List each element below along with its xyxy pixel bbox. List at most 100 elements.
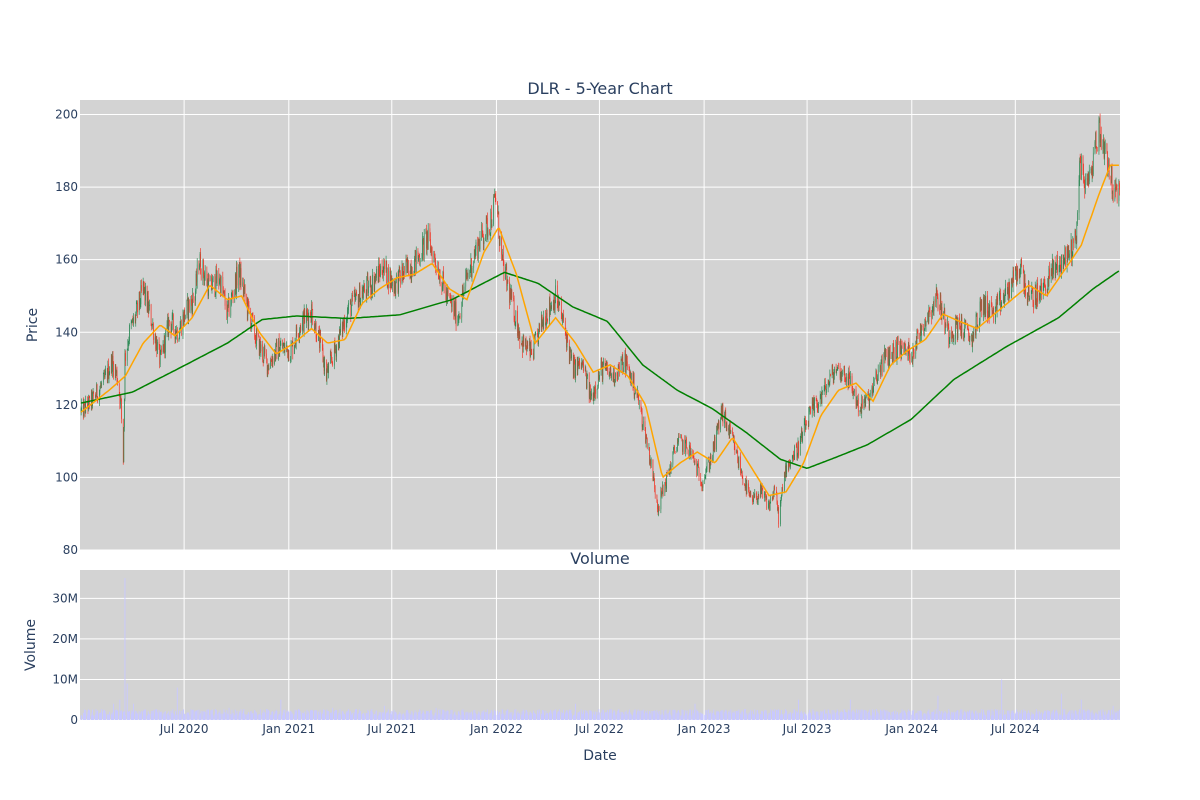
volume-bar xyxy=(362,714,364,720)
volume-bar xyxy=(871,715,873,720)
candle-body xyxy=(510,289,512,300)
candle-body xyxy=(451,300,452,307)
candle-body xyxy=(629,371,631,379)
candle-body xyxy=(103,373,105,374)
volume-bar xyxy=(927,711,929,720)
candle-body xyxy=(612,373,614,382)
volume-bar xyxy=(236,713,237,720)
candle-body xyxy=(935,289,937,303)
volume-bar xyxy=(92,709,93,720)
volume-bar xyxy=(264,712,266,720)
volume-bar xyxy=(143,711,145,720)
candle-body xyxy=(831,365,833,377)
volume-bar xyxy=(594,711,596,720)
candle-body xyxy=(323,358,325,371)
volume-bar xyxy=(443,709,444,720)
candle-body xyxy=(256,330,257,347)
volume-bar xyxy=(734,711,736,720)
volume-bar xyxy=(988,713,990,720)
volume-bar xyxy=(502,715,504,720)
candle-body xyxy=(701,485,703,487)
volume-bar xyxy=(606,710,608,720)
volume-bar xyxy=(609,709,611,720)
candle-body xyxy=(1036,301,1037,307)
candle-body xyxy=(609,371,611,377)
candle-body xyxy=(307,312,308,317)
volume-bar xyxy=(1000,713,1001,720)
candle-body xyxy=(410,264,412,278)
volume-bar xyxy=(371,712,373,720)
volume-bar xyxy=(778,709,780,720)
candle-body xyxy=(911,357,913,360)
candle-body xyxy=(602,364,604,380)
volume-bar xyxy=(860,712,862,720)
candle-body xyxy=(975,314,977,336)
candle-body xyxy=(988,306,990,318)
candle-body xyxy=(770,498,772,503)
candle-body xyxy=(670,465,671,471)
volume-bar xyxy=(267,709,269,720)
volume-bar xyxy=(212,709,214,720)
volume-bar xyxy=(1078,711,1080,720)
volume-bar xyxy=(880,709,881,720)
candle-body xyxy=(991,304,993,311)
volume-bar xyxy=(335,711,337,720)
volume-bar xyxy=(650,715,652,720)
volume-bar xyxy=(602,715,604,720)
volume-bar xyxy=(1035,709,1037,720)
volume-bar xyxy=(294,709,296,720)
candle-body xyxy=(1080,160,1082,180)
volume-bar xyxy=(1087,710,1089,720)
candle-body xyxy=(373,274,375,291)
volume-bar xyxy=(777,713,778,720)
candle-body xyxy=(343,320,345,327)
candle-body xyxy=(372,274,373,295)
candle-body xyxy=(108,363,109,379)
volume-bar xyxy=(303,713,305,720)
volume-bar xyxy=(419,709,421,720)
candle-body xyxy=(793,454,794,460)
volume-bar xyxy=(426,710,428,720)
volume-bar xyxy=(198,709,200,720)
volume-bar xyxy=(557,712,559,720)
volume-bar xyxy=(498,712,500,720)
volume-bar xyxy=(827,709,829,720)
volume-bar xyxy=(228,707,230,720)
candle-body xyxy=(478,239,480,245)
candle-body xyxy=(303,312,304,331)
candle-body xyxy=(1083,182,1085,184)
volume-bar xyxy=(143,709,145,720)
candle-body xyxy=(487,229,489,237)
candle-body xyxy=(963,337,964,340)
candle-body xyxy=(91,391,92,407)
volume-bar xyxy=(410,714,412,720)
volume-bar xyxy=(1034,715,1036,720)
candle-body xyxy=(827,382,829,389)
candle-body xyxy=(180,320,182,327)
candle-body xyxy=(400,275,401,284)
candle-body xyxy=(250,311,252,329)
candle-body xyxy=(498,212,500,238)
volume-bar xyxy=(713,715,715,720)
candle-body xyxy=(1054,260,1056,276)
volume-bar xyxy=(191,710,193,720)
candle-body xyxy=(698,467,700,478)
candle-body xyxy=(287,350,289,358)
candle-body xyxy=(495,195,496,198)
candle-body xyxy=(294,345,295,354)
volume-bar xyxy=(662,713,664,720)
volume-bar xyxy=(925,713,927,720)
candle-body xyxy=(792,454,794,458)
volume-bar xyxy=(435,707,437,720)
candle-body xyxy=(1021,259,1022,266)
volume-bar xyxy=(624,711,626,720)
volume-bar xyxy=(1030,715,1032,720)
candle-body xyxy=(632,373,634,388)
candle-body xyxy=(877,375,878,383)
volume-bar xyxy=(116,711,118,720)
candle-body xyxy=(507,279,508,287)
candle-body xyxy=(725,412,727,427)
candle-body xyxy=(360,298,361,308)
volume-bar xyxy=(112,711,114,720)
candle-body xyxy=(454,303,455,315)
